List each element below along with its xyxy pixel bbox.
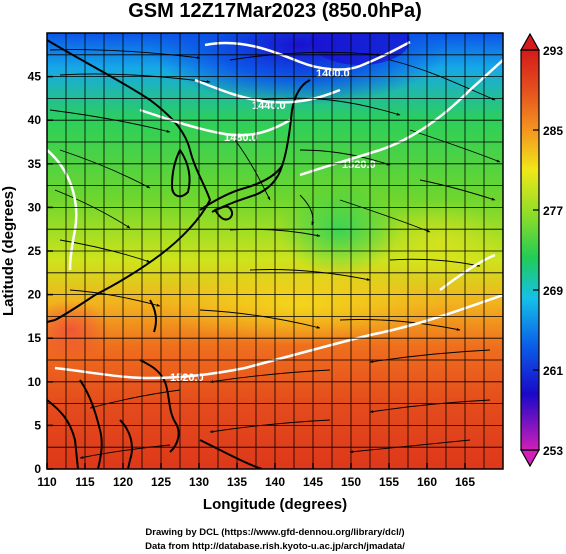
- x-tick-label: 130: [189, 475, 209, 489]
- credit-data: Data from http://database.rish.kyoto-u.a…: [145, 541, 405, 552]
- wind-streamlines: [49, 49, 501, 459]
- yellow-band-east: [380, 200, 500, 280]
- grid-lines: [46, 32, 504, 470]
- contour-1520-north-east: [299, 59, 503, 177]
- colorbar-tick-label: 261: [543, 364, 563, 378]
- colorbar-frame: [520, 49, 540, 451]
- colorbar-ticks: 293 285 277 269 261 253: [533, 44, 563, 458]
- y-tick-label: 40: [28, 113, 42, 127]
- y-tick-label: 5: [34, 418, 41, 432]
- x-tick-label: 125: [151, 475, 171, 489]
- contour-1480: [139, 108, 291, 137]
- y-tick-label: 35: [28, 157, 42, 171]
- y-tick-label: 30: [28, 200, 42, 214]
- x-tick-label: 135: [227, 475, 247, 489]
- contour-label: 1520.0: [342, 159, 376, 171]
- plot-area: 1400.0 1440.0 1480.0 1520.0 1520.0: [47, 33, 503, 469]
- x-tick-label: 150: [341, 475, 361, 489]
- colorbar-bottom-arrow: [519, 449, 541, 468]
- x-tick-label: 140: [265, 475, 285, 489]
- colorbar-tick-label: 277: [543, 204, 563, 218]
- x-tick-label: 165: [455, 475, 475, 489]
- contour-1440: [194, 78, 341, 104]
- y-tick-label: 10: [28, 375, 42, 389]
- x-tick-labels: 110 115 120 125 130 135 140 145 150 155 160 165: [37, 463, 475, 489]
- colorbar-tick-label: 269: [543, 284, 563, 298]
- y-axis-label: Latitude (degrees): [0, 186, 17, 316]
- contour-1400: [204, 40, 411, 71]
- x-tick-label: 145: [303, 475, 323, 489]
- colorbar-top-arrow: [519, 32, 541, 51]
- y-tick-label: 20: [28, 288, 42, 302]
- contour-label: 1520.0: [170, 372, 204, 384]
- colorbar-gradient: [521, 50, 539, 450]
- y-tick-label: 25: [28, 244, 42, 258]
- x-tick-label: 115: [75, 475, 95, 489]
- map-title: GSM 12Z17Mar2023 (850.0hPa): [128, 0, 422, 22]
- colorbar-tick-label: 253: [543, 444, 563, 458]
- colorbar-tick-label: 293: [543, 44, 563, 58]
- contour-label: 1400.0: [316, 68, 350, 80]
- cold-core: [310, 33, 410, 65]
- colorbar: 293 285 277 269 261 253: [519, 32, 563, 468]
- y-tick-label: 0: [34, 462, 41, 476]
- credit-drawing: Drawing by DCL (https://www.gfd-dennou.o…: [145, 527, 404, 538]
- yellow-band: [160, 265, 440, 345]
- y-tick-label: 15: [28, 331, 42, 345]
- x-tick-label: 110: [37, 475, 57, 489]
- y-tick-labels: 0 5 10 15 20 25 30 35 40 45: [28, 70, 53, 476]
- contour-label: 1480.0: [224, 132, 258, 144]
- contour-1520-north: [47, 149, 78, 271]
- colorbar-tick-label: 285: [543, 124, 563, 138]
- y-tick-label: 45: [28, 70, 42, 84]
- x-axis-label: Longitude (degrees): [203, 496, 347, 513]
- x-tick-label: 120: [113, 475, 133, 489]
- contour-1520-east: [439, 253, 496, 292]
- x-tick-label: 160: [417, 475, 437, 489]
- contour-label: 1440.0: [252, 100, 286, 112]
- warm-region: [47, 300, 110, 360]
- x-tick-label: 155: [379, 475, 399, 489]
